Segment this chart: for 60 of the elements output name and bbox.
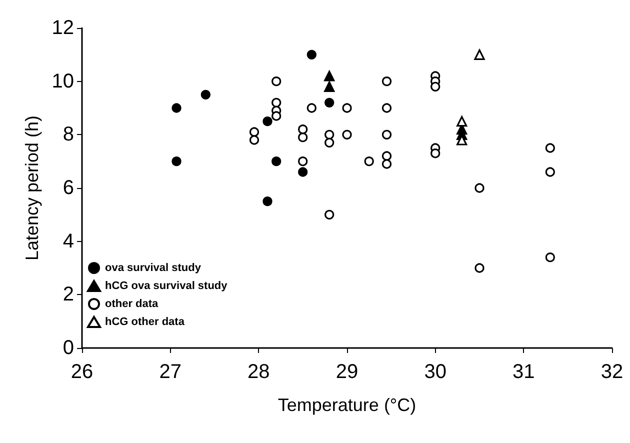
- point: [545, 167, 555, 177]
- point: [272, 76, 282, 86]
- point: [382, 130, 392, 140]
- x-tick-label: 26: [70, 361, 94, 383]
- y-axis-title: Latency period (h): [22, 115, 42, 261]
- y-tick-label: 2: [62, 284, 74, 306]
- x-tick-label: 32: [600, 361, 624, 383]
- x-tick-label: 27: [159, 361, 182, 383]
- x-axis-title: Temperature (°C): [278, 395, 416, 415]
- point: [324, 130, 334, 140]
- point: [262, 116, 272, 126]
- point: [324, 210, 334, 220]
- point: [382, 159, 392, 169]
- point: [382, 76, 392, 86]
- y-tick-label: 0: [62, 337, 74, 359]
- point: [382, 103, 392, 113]
- point: [474, 49, 485, 60]
- point: [364, 156, 374, 166]
- point: [306, 103, 316, 113]
- legend-label: hCG other data: [105, 316, 186, 328]
- point: [545, 252, 555, 262]
- point: [430, 148, 440, 158]
- point: [298, 124, 308, 134]
- point: [172, 156, 182, 166]
- legend-label: hCG ova survival study: [105, 280, 228, 292]
- legend-label: ova survival study: [105, 262, 202, 274]
- point: [249, 127, 260, 137]
- y-tick-label: 6: [62, 177, 74, 199]
- point: [324, 81, 335, 92]
- point: [474, 263, 484, 273]
- point: [262, 196, 272, 206]
- point: [342, 130, 352, 140]
- point: [474, 183, 484, 193]
- point: [382, 151, 392, 161]
- point: [306, 50, 316, 60]
- y-tick-label: 12: [52, 17, 74, 39]
- x-tick-label: 30: [424, 361, 446, 383]
- point: [172, 103, 182, 113]
- point: [545, 143, 555, 153]
- x-tick-label: 28: [248, 361, 270, 383]
- legend-label: other data: [105, 298, 160, 310]
- point: [298, 156, 308, 166]
- y-tick-label: 4: [62, 230, 74, 252]
- point: [324, 138, 334, 148]
- point: [200, 90, 210, 100]
- point: [298, 167, 308, 177]
- point: [272, 156, 282, 166]
- point: [342, 103, 352, 113]
- point: [298, 132, 308, 142]
- y-tick-label: 10: [52, 70, 74, 92]
- point: [272, 98, 282, 108]
- x-tick-label: 29: [336, 361, 358, 383]
- point: [430, 82, 440, 92]
- point: [272, 111, 282, 121]
- y-tick-label: 8: [62, 124, 74, 146]
- point: [324, 98, 334, 108]
- point: [324, 70, 335, 82]
- x-tick-label: 31: [512, 361, 535, 383]
- point: [456, 116, 468, 127]
- point: [249, 135, 260, 145]
